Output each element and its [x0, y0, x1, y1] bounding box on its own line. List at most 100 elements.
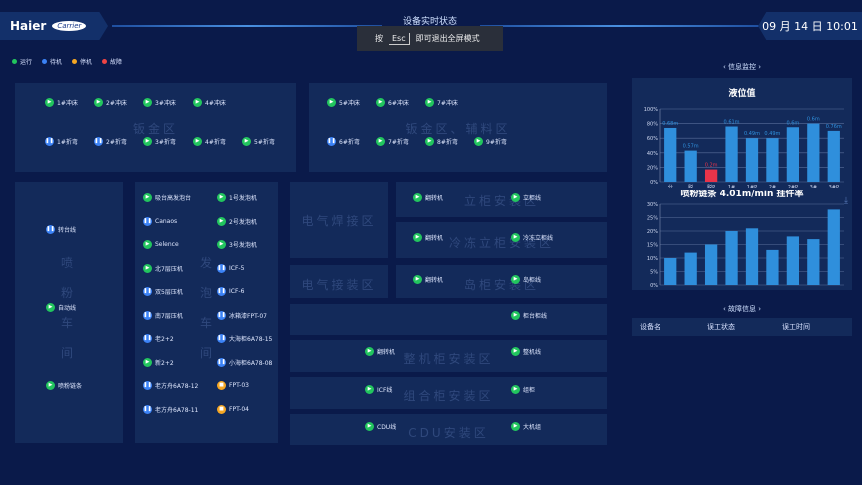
- device-status[interactable]: ▶ 3#折弯: [143, 137, 176, 146]
- device-status[interactable]: ▶ 翻转机: [413, 233, 443, 242]
- device-status[interactable]: ▶ 7#折弯: [376, 137, 409, 146]
- device-label: 翻转机: [377, 349, 396, 356]
- device-label: Canaos: [155, 217, 178, 225]
- zone-counter: [290, 304, 607, 335]
- device-status[interactable]: ▶ 5#冲床: [327, 98, 360, 107]
- legend-label: 运行: [20, 59, 33, 66]
- device-label: Selence: [155, 241, 179, 248]
- monitor-panel: 液位值 0% 20% 40% 60% 80% 100% 0.68m 分 0.57m 脱 0.2m 脱P 0…: [632, 78, 852, 290]
- device-status[interactable]: ▶ 翻转机: [413, 193, 443, 202]
- device-status[interactable]: ❚❚ 冰箱漆FPT-07: [217, 310, 267, 320]
- device-status[interactable]: ❚❚ 老方舟6A78-12: [143, 381, 198, 390]
- standby-status-icon: ❚❚: [143, 381, 152, 390]
- standby-status-icon: ❚❚: [143, 216, 152, 226]
- data-label: 0.6m: [786, 120, 799, 126]
- device-status[interactable]: ❚❚ 转台线: [46, 225, 76, 234]
- device-status[interactable]: ▶ 整机线: [511, 347, 541, 356]
- device-status[interactable]: ▶ 岛柜线: [511, 275, 541, 284]
- device-status[interactable]: ❚❚ 小海柜6A78-08: [217, 357, 273, 367]
- legend-item: 停机: [72, 57, 92, 66]
- run-status-icon: ▶: [511, 233, 520, 242]
- device-status[interactable]: ▶ 8#折弯: [425, 137, 458, 146]
- device-status[interactable]: ▶ 柜台柜线: [511, 311, 547, 320]
- device-status[interactable]: ❚❚ 6#折弯: [327, 137, 360, 146]
- run-status-icon: ▶: [143, 98, 152, 107]
- device-status[interactable]: ▶ 4#折弯: [193, 137, 226, 146]
- device-label: 立柜线: [523, 195, 542, 202]
- device-status[interactable]: ❚❚ 南7层压机: [143, 310, 183, 320]
- zone-sheet_aux: 钣金区、辅料区: [309, 83, 607, 172]
- legend-label: 待机: [50, 59, 63, 66]
- fault-title: 故障信息: [728, 305, 756, 313]
- device-status[interactable]: ▶ 2#冲床: [94, 98, 127, 107]
- device-status[interactable]: ▶ 1号发泡机: [217, 193, 257, 202]
- device-status[interactable]: ▶ 组柜: [511, 385, 535, 394]
- bar: [684, 252, 697, 285]
- device-status[interactable]: ▶ 翻转机: [365, 347, 395, 356]
- device-status[interactable]: ❚❚ 老2+2: [143, 334, 174, 343]
- device-status[interactable]: ▶ 吸台高发泡台: [143, 193, 191, 202]
- run-status-icon: ▶: [376, 98, 385, 107]
- device-status[interactable]: ▶ 北7层压机: [143, 263, 183, 273]
- device-status[interactable]: ▶ 1#冲床: [45, 98, 78, 107]
- device-status[interactable]: ▶ 3#冲床: [143, 98, 176, 107]
- data-label: 0.6m: [807, 117, 820, 123]
- device-status[interactable]: ▶ ICF线: [365, 385, 392, 394]
- device-label: 7#冲床: [437, 100, 458, 107]
- run-status-icon: ▶: [376, 137, 385, 146]
- device-status[interactable]: ▶ 9#折弯: [474, 137, 507, 146]
- device-label: 小海柜6A78-08: [229, 359, 273, 367]
- brand-logo: Haier Carrier: [0, 12, 108, 40]
- device-label: 岛柜线: [523, 277, 542, 284]
- device-status[interactable]: ▶ 自动线: [46, 303, 76, 312]
- run-status-icon: ▶: [143, 137, 152, 146]
- x-tick-label: 3#: [810, 185, 817, 188]
- device-status[interactable]: ▶ 7#冲床: [425, 98, 458, 107]
- run-status-icon: ▶: [193, 98, 202, 107]
- run-status-icon: ▶: [143, 263, 152, 273]
- haier-logo: Haier: [10, 19, 47, 33]
- x-tick-label: 脱: [688, 184, 693, 188]
- device-status[interactable]: ▶ 冷冻立柜线: [511, 233, 553, 242]
- device-label: 5#折弯: [254, 139, 275, 146]
- device-label: 自动线: [58, 305, 77, 312]
- datetime: 09 月 14 日 10:01: [758, 12, 862, 40]
- device-status[interactable]: ▶ 喷粉链条: [46, 381, 82, 390]
- device-status[interactable]: ▶ 6#冲床: [376, 98, 409, 107]
- device-status[interactable]: ❚❚ Canaos: [143, 216, 178, 226]
- bar: [704, 169, 718, 182]
- y-tick-label: 80%: [647, 122, 658, 128]
- device-status[interactable]: ▶ 2号发泡机: [217, 216, 257, 226]
- download-icon[interactable]: ⤓: [844, 196, 848, 206]
- device-status[interactable]: ▶ 新2+2: [143, 357, 174, 367]
- device-status[interactable]: ❚❚ 老方舟6A78-11: [143, 404, 198, 414]
- device-label: 8#折弯: [437, 139, 458, 146]
- device-status[interactable]: ❚❚ ICF-5: [217, 263, 244, 273]
- device-status[interactable]: ▶ CDU线: [365, 422, 396, 431]
- device-status[interactable]: ■ FPT-04: [217, 404, 249, 414]
- device-label: 北7层压机: [155, 265, 183, 273]
- device-status[interactable]: ❚❚ 大海柜6A78-15: [217, 334, 272, 343]
- device-status[interactable]: ▶ 立柜线: [511, 193, 541, 202]
- device-status[interactable]: ▶ 5#折弯: [242, 137, 275, 146]
- bar: [786, 236, 800, 285]
- standby-status-icon: ❚❚: [94, 137, 103, 146]
- device-status[interactable]: ❚❚ 1#折弯: [45, 137, 78, 146]
- device-status[interactable]: ▶ Selence: [143, 240, 179, 249]
- device-status[interactable]: ▶ 大机组: [511, 422, 541, 431]
- device-status[interactable]: ▶ 3号发泡机: [217, 240, 257, 249]
- run-status-icon: ▶: [365, 347, 374, 356]
- device-status[interactable]: ❚❚ ICF-6: [217, 287, 244, 296]
- run-status-icon: ▶: [143, 357, 152, 367]
- device-status[interactable]: ❚❚ 2#折弯: [94, 137, 127, 146]
- device-status[interactable]: ❚❚ 双5层压机: [143, 287, 183, 296]
- col-time: 误工时间: [782, 323, 810, 331]
- run-status-icon: ▶: [45, 98, 54, 107]
- chart-title: 喷粉链条 4.01m/min 挂件率: [680, 190, 803, 199]
- zone-foam: 发泡车间: [135, 182, 278, 443]
- run-status-icon: ▶: [413, 275, 422, 284]
- device-status[interactable]: ▶ 4#冲床: [193, 98, 226, 107]
- device-status[interactable]: ■ FPT-03: [217, 381, 249, 390]
- device-status[interactable]: ▶ 翻转机: [413, 275, 443, 284]
- data-label: 0.49m: [744, 131, 760, 137]
